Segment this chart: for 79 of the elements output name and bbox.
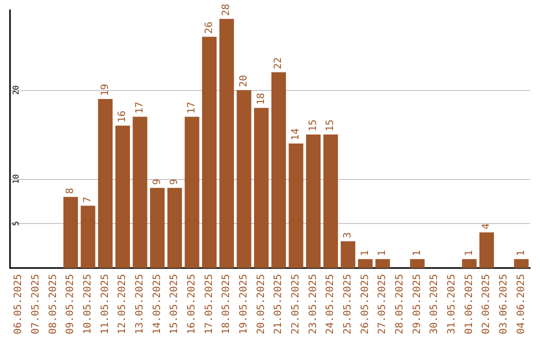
data-label: 15 bbox=[325, 120, 336, 132]
x-tick-label: 07.05.2025 bbox=[30, 274, 42, 334]
x-tick-label: 21.05.2025 bbox=[273, 274, 284, 334]
bar bbox=[202, 36, 217, 268]
data-label: 26 bbox=[204, 22, 215, 34]
x-tick-label: 12.05.2025 bbox=[117, 274, 128, 334]
bar bbox=[115, 126, 130, 268]
x-tick-label: 31.05.2025 bbox=[446, 274, 458, 334]
bar bbox=[236, 90, 252, 268]
bar bbox=[150, 188, 165, 268]
data-label: 17 bbox=[186, 102, 198, 114]
x-tick-label: 16.05.2025 bbox=[186, 274, 198, 334]
y-tick-label: 10 bbox=[12, 174, 20, 184]
data-label: 17 bbox=[134, 102, 146, 114]
bar bbox=[219, 18, 234, 268]
data-label: 15 bbox=[308, 120, 319, 132]
y-tick-label: 5 bbox=[12, 220, 20, 226]
data-label: 22 bbox=[273, 57, 284, 70]
data-label: 8 bbox=[65, 188, 76, 194]
data-label: 7 bbox=[82, 196, 94, 203]
x-tick-label: 13.05.2025 bbox=[134, 274, 146, 334]
x-tick-label: 30.05.2025 bbox=[429, 274, 440, 334]
bar bbox=[254, 108, 269, 268]
x-tick-label: 23.05.2025 bbox=[308, 274, 319, 334]
data-label: 14 bbox=[290, 128, 302, 140]
bar bbox=[63, 196, 78, 268]
bar bbox=[271, 72, 286, 268]
x-tick-label: 22.05.2025 bbox=[290, 274, 302, 334]
data-label: 1 bbox=[412, 250, 423, 256]
bar bbox=[340, 241, 356, 268]
x-tick-label: 10.05.2025 bbox=[82, 274, 94, 334]
data-label: 9 bbox=[169, 178, 180, 185]
bar bbox=[80, 206, 96, 268]
x-tick-label: 14.05.2025 bbox=[152, 274, 163, 334]
x-tick-label: 18.05.2025 bbox=[221, 274, 232, 334]
x-tick-label: 03.06.2025 bbox=[498, 274, 510, 334]
bar bbox=[167, 188, 182, 268]
x-tick-label: 08.05.2025 bbox=[48, 274, 59, 334]
x-tick-label: 04.06.2025 bbox=[516, 274, 527, 334]
bar bbox=[288, 143, 304, 268]
bar bbox=[410, 259, 425, 268]
y-tick-label: 20 bbox=[12, 85, 20, 95]
bar bbox=[514, 259, 529, 268]
x-tick-label: 28.05.2025 bbox=[394, 274, 406, 334]
bar bbox=[358, 259, 373, 268]
x-tick-label: 17.05.2025 bbox=[204, 274, 215, 334]
data-label: 9 bbox=[152, 178, 163, 185]
data-label: 18 bbox=[256, 92, 267, 105]
bar bbox=[462, 259, 477, 268]
x-tick-label: 27.05.2025 bbox=[377, 274, 388, 334]
x-tick-label: 06.05.2025 bbox=[13, 274, 24, 334]
x-tick-label: 25.05.2025 bbox=[342, 274, 354, 334]
bar bbox=[98, 98, 113, 268]
bar bbox=[479, 232, 494, 268]
x-tick-label: 29.05.2025 bbox=[412, 274, 423, 334]
bar bbox=[306, 134, 321, 268]
data-label: 1 bbox=[360, 250, 371, 256]
data-label: 19 bbox=[100, 84, 111, 96]
x-tick-label: 20.05.2025 bbox=[256, 274, 267, 334]
bar bbox=[184, 116, 200, 268]
data-label: 16 bbox=[117, 110, 128, 123]
data-label: 3 bbox=[342, 232, 354, 238]
data-label: 28 bbox=[221, 4, 232, 16]
bar bbox=[323, 134, 338, 268]
x-tick-label: 26.05.2025 bbox=[360, 274, 371, 334]
data-label: 1 bbox=[464, 250, 475, 256]
x-tick-label: 15.05.2025 bbox=[169, 274, 180, 334]
data-label: 1 bbox=[516, 250, 527, 256]
x-tick-label: 19.05.2025 bbox=[238, 274, 250, 334]
x-tick-label: 01.06.2025 bbox=[464, 274, 475, 334]
data-label: 4 bbox=[481, 223, 492, 230]
x-tick-label: 11.05.2025 bbox=[100, 274, 111, 334]
x-tick-label: 24.05.2025 bbox=[325, 274, 336, 334]
x-tick-label: 02.06.2025 bbox=[481, 274, 492, 334]
data-label: 1 bbox=[377, 250, 388, 256]
x-tick-label: 09.05.2025 bbox=[65, 274, 76, 334]
data-label: 20 bbox=[238, 75, 250, 88]
bar bbox=[375, 259, 390, 268]
bar bbox=[132, 116, 148, 268]
